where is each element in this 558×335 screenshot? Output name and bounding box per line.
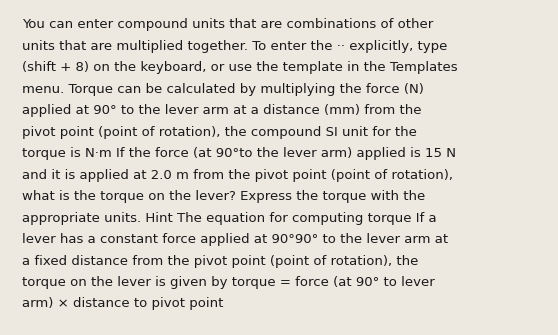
Text: applied at 90° to the lever arm at a distance (mm) from the: applied at 90° to the lever arm at a dis… (22, 104, 421, 117)
Text: (shift + 8) on the keyboard, or use the template in the Templates: (shift + 8) on the keyboard, or use the … (22, 61, 458, 74)
Text: lever has a constant force applied at 90°90° to the lever arm at: lever has a constant force applied at 90… (22, 233, 448, 246)
Text: You can enter compound units that are combinations of other: You can enter compound units that are co… (22, 18, 433, 31)
Text: a fixed distance from the pivot point (point of rotation), the: a fixed distance from the pivot point (p… (22, 255, 418, 268)
Text: units that are multiplied together. To enter the ·· explicitly, type: units that are multiplied together. To e… (22, 40, 448, 53)
Text: and it is applied at 2.0 m from the pivot point (point of rotation),: and it is applied at 2.0 m from the pivo… (22, 169, 453, 182)
Text: torque is N·m If the force (at 90°to the lever arm) applied is 15 N: torque is N·m If the force (at 90°to the… (22, 147, 456, 160)
Text: menu. Torque can be calculated by multiplying the force (N): menu. Torque can be calculated by multip… (22, 82, 424, 95)
Text: torque on the lever is given by torque = force (at 90° to lever: torque on the lever is given by torque =… (22, 276, 435, 289)
Text: pivot point (point of rotation), the compound SI unit for the: pivot point (point of rotation), the com… (22, 126, 417, 138)
Text: what is the torque on the lever? Express the torque with the: what is the torque on the lever? Express… (22, 190, 425, 203)
Text: arm) × distance to pivot point: arm) × distance to pivot point (22, 297, 223, 311)
Text: appropriate units. Hint The equation for computing torque If a: appropriate units. Hint The equation for… (22, 211, 436, 224)
